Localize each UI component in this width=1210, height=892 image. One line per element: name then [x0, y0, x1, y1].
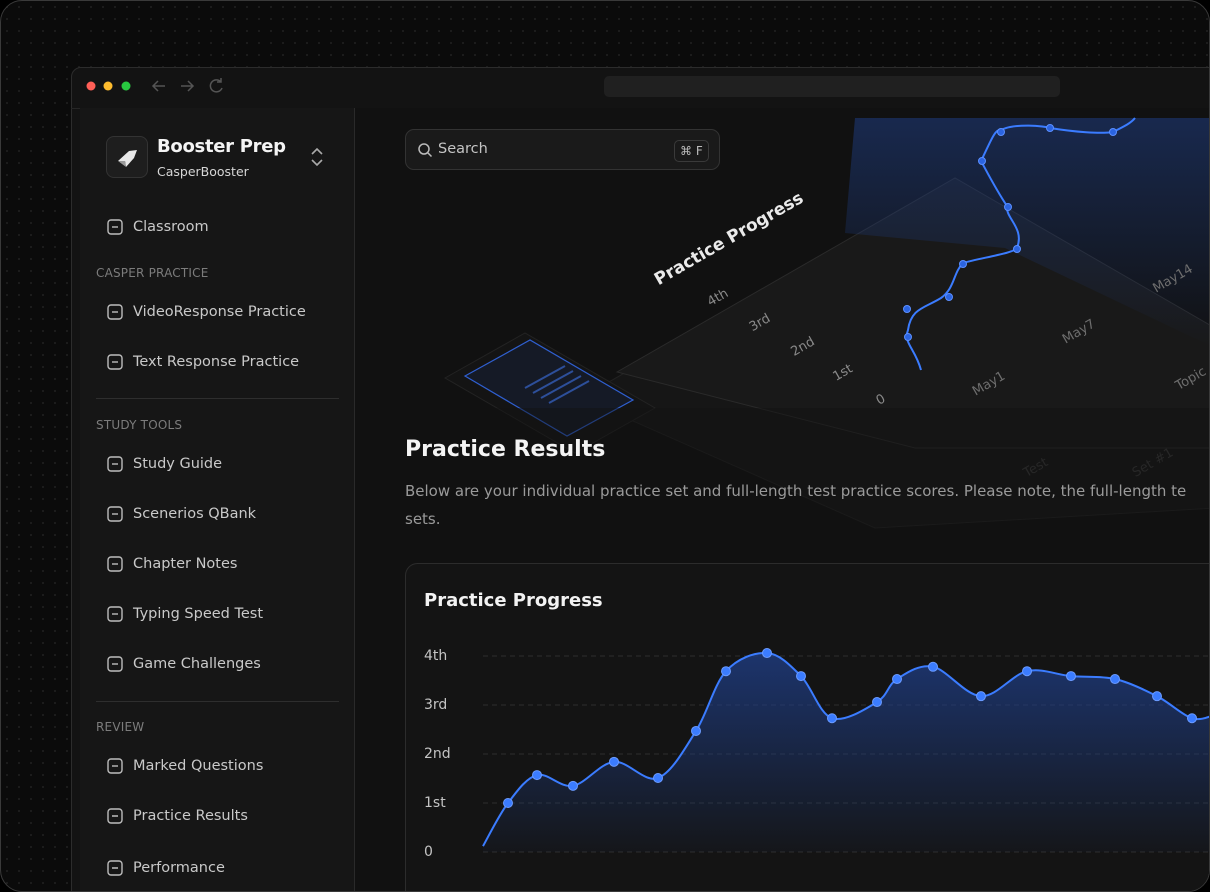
sidebar-divider	[96, 701, 339, 702]
page-description: Below are your individual practice set a…	[405, 482, 1187, 500]
data-point	[691, 725, 701, 736]
address-bar[interactable]	[604, 76, 1060, 97]
data-point	[1066, 671, 1076, 682]
nav-item-label: Game Challenges	[133, 656, 261, 672]
maximize-button[interactable]	[121, 81, 131, 91]
item-icon	[107, 556, 123, 572]
data-point	[653, 773, 663, 784]
data-point	[721, 666, 731, 677]
y-tick-label: 1st	[424, 795, 446, 811]
nav-item[interactable]: Study Guide	[105, 449, 335, 479]
brand-name: Booster Prep	[157, 136, 286, 157]
workspace-switcher[interactable]	[309, 146, 325, 168]
switcher-icon	[311, 147, 323, 167]
item-icon	[107, 456, 123, 472]
y-tick-label: 0	[424, 844, 433, 860]
y-tick-label: 3rd	[424, 697, 447, 713]
y-tick-label: 4th	[424, 648, 447, 664]
item-icon	[107, 506, 123, 522]
page-description: sets.	[405, 510, 441, 528]
item-icon	[107, 219, 123, 235]
hero-illustration: Practice Progress4th3rd2nd1st0May1May7Ma…	[355, 117, 1209, 548]
nav-item[interactable]: Typing Speed Test	[105, 599, 335, 629]
hero-label: Practice Progress	[651, 188, 807, 290]
hero-label: 4th	[705, 286, 731, 310]
data-point	[1152, 691, 1162, 702]
minimize-button[interactable]	[103, 81, 113, 91]
nav-item-label: VideoResponse Practice	[133, 304, 306, 320]
section-title: STUDY TOOLS	[96, 418, 183, 432]
chart-card: Practice Progress 0 1st 2nd 3rd 4th	[405, 563, 1209, 891]
nav-item[interactable]: Classroom	[105, 212, 335, 242]
reload-button[interactable]	[209, 78, 223, 93]
data-point	[872, 697, 882, 708]
nav-item[interactable]: Practice Results	[105, 801, 335, 831]
page-title: Practice Results	[405, 437, 606, 462]
data-point	[796, 671, 806, 682]
hero-dots	[903, 124, 1117, 341]
brand-subtitle: CasperBooster	[157, 164, 249, 179]
search-placeholder: Search	[438, 141, 488, 157]
data-point	[892, 674, 902, 685]
nav-item-label: Typing Speed Test	[133, 606, 264, 622]
nav-item-label: Chapter Notes	[133, 556, 238, 572]
data-point	[1110, 674, 1120, 685]
section-title: REVIEW	[96, 720, 145, 734]
nav-item-label: Classroom	[133, 219, 209, 235]
close-button[interactable]	[86, 81, 96, 91]
line-area	[483, 653, 1209, 852]
nav-item-label: Performance	[133, 860, 225, 876]
data-point	[1022, 666, 1032, 677]
item-icon	[107, 860, 123, 876]
item-icon	[107, 606, 123, 622]
nav-item-label: Practice Results	[133, 808, 248, 824]
nav-item[interactable]: Game Challenges	[105, 649, 335, 679]
data-point	[568, 780, 578, 791]
nav-item[interactable]: Chapter Notes	[105, 549, 335, 579]
item-icon	[107, 758, 123, 774]
item-icon	[107, 656, 123, 672]
hero-card-lines	[524, 365, 590, 404]
sidebar-divider	[96, 398, 339, 399]
nav-item-label: Study Guide	[133, 456, 223, 472]
browser-toolbar	[71, 76, 1209, 109]
nav-item-label: Scenerios QBank	[133, 506, 257, 522]
data-point	[503, 798, 513, 808]
hero-card-highlight	[463, 339, 635, 437]
back-button[interactable]	[151, 80, 165, 92]
forward-button[interactable]	[181, 80, 195, 92]
nav-item[interactable]: Marked Questions	[105, 751, 335, 781]
brand-logo	[106, 136, 148, 178]
brand-logo-icon	[118, 150, 137, 167]
y-tick-label: 2nd	[424, 746, 451, 762]
data-point	[976, 691, 986, 702]
nav-item-label: Marked Questions	[133, 758, 264, 774]
data-point	[532, 770, 542, 781]
nav-item[interactable]: Scenerios QBank	[105, 499, 335, 529]
data-point	[762, 648, 772, 659]
item-icon	[107, 808, 123, 824]
data-point	[827, 713, 837, 724]
chart-title: Practice Progress	[424, 590, 603, 611]
data-point	[1187, 713, 1197, 724]
search-shortcut: ⌘ F	[674, 140, 709, 162]
data-point	[928, 661, 938, 672]
nav-item[interactable]: Text Response Practice	[105, 347, 335, 377]
nav-item[interactable]: VideoResponse Practice	[105, 297, 335, 327]
hero-fade	[355, 408, 1209, 548]
item-icon	[107, 304, 123, 320]
search-icon	[418, 143, 433, 158]
search-box[interactable]: Search ⌘ F	[405, 129, 720, 170]
sidebar	[80, 108, 355, 891]
nav-item[interactable]: Performance	[105, 853, 335, 883]
hero-glow	[845, 118, 1209, 346]
data-point	[609, 756, 619, 767]
item-icon	[107, 354, 123, 370]
section-title: CASPER PRACTICE	[96, 266, 209, 280]
nav-item-label: Text Response Practice	[133, 354, 300, 370]
